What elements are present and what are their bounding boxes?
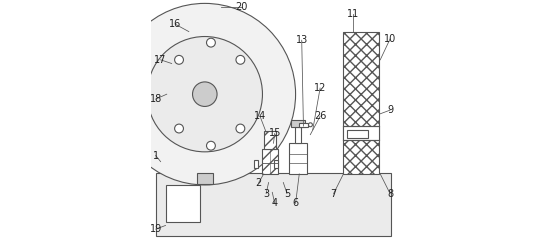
Bar xyxy=(156,173,391,236)
Text: 19: 19 xyxy=(149,224,162,234)
Text: 15: 15 xyxy=(269,128,281,138)
Text: 8: 8 xyxy=(387,188,393,199)
Text: 20: 20 xyxy=(235,2,248,12)
Text: 14: 14 xyxy=(254,111,266,121)
Text: 18: 18 xyxy=(149,94,162,104)
Text: 26: 26 xyxy=(314,111,327,121)
Text: 17: 17 xyxy=(154,55,167,65)
Text: 6: 6 xyxy=(293,198,299,208)
Circle shape xyxy=(236,55,245,64)
Text: 4: 4 xyxy=(272,198,278,208)
Circle shape xyxy=(174,124,183,133)
Text: 10: 10 xyxy=(384,34,396,44)
Text: 16: 16 xyxy=(169,19,182,29)
Text: 12: 12 xyxy=(314,83,327,93)
Circle shape xyxy=(309,123,312,127)
Circle shape xyxy=(236,124,245,133)
Bar xyxy=(299,123,309,127)
Bar xyxy=(264,131,276,149)
Circle shape xyxy=(147,37,263,152)
Bar xyxy=(166,185,200,222)
Text: 7: 7 xyxy=(330,188,337,199)
Circle shape xyxy=(114,3,295,185)
Bar xyxy=(347,130,368,138)
Circle shape xyxy=(207,141,216,150)
Text: 5: 5 xyxy=(284,188,290,199)
Bar xyxy=(292,121,305,127)
Bar xyxy=(197,173,213,184)
Text: 13: 13 xyxy=(295,35,308,45)
Circle shape xyxy=(193,82,217,106)
Circle shape xyxy=(207,38,216,47)
Text: 9: 9 xyxy=(387,105,393,115)
Text: 2: 2 xyxy=(255,178,262,187)
Text: 1: 1 xyxy=(153,150,159,161)
Bar xyxy=(254,161,258,168)
Bar xyxy=(262,149,278,174)
Text: 3: 3 xyxy=(263,188,269,199)
Bar xyxy=(274,161,278,168)
Circle shape xyxy=(174,55,183,64)
Bar xyxy=(295,127,301,143)
Text: 11: 11 xyxy=(347,9,359,20)
Bar xyxy=(344,126,379,140)
Bar xyxy=(289,143,307,174)
Bar xyxy=(344,32,379,174)
